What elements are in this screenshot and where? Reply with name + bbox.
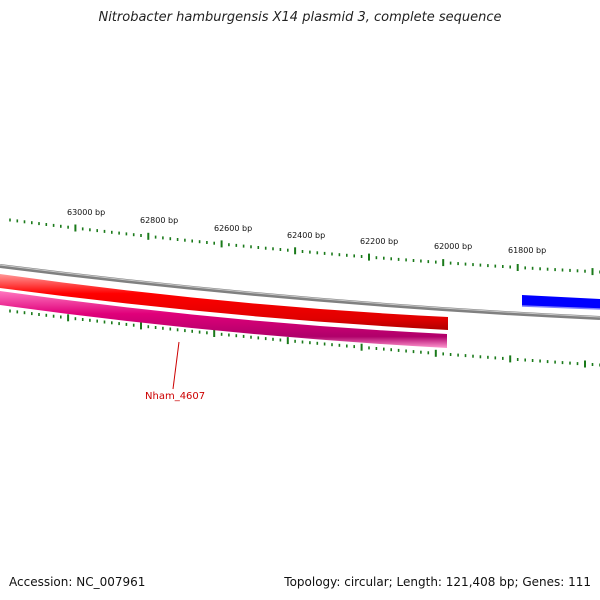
- tick-label-62800: 62800 bp: [140, 216, 178, 225]
- sequence-backbone-highlight: [0, 264, 600, 318]
- outer-tick-marks: [9, 218, 600, 276]
- tick-label-63000: 63000 bp: [67, 208, 105, 217]
- map-title: Nitrobacter hamburgensis X14 plasmid 3, …: [98, 10, 502, 25]
- tick-label-62600: 62600 bp: [214, 224, 252, 233]
- sequence-backbone: [0, 264, 600, 320]
- tick-label-62200: 62200 bp: [360, 237, 398, 246]
- cds-feature-nham-4607[interactable]: [0, 291, 447, 348]
- gene-label-leader: [172, 341, 180, 390]
- summary-text: Topology: circular; Length: 121,408 bp; …: [284, 575, 591, 589]
- gene-feature-blue[interactable]: [522, 295, 600, 309]
- tick-labels: 63000 bp 62800 bp 62600 bp 62400 bp 6220…: [67, 208, 546, 255]
- gene-feature-blue-edge: [521, 305, 600, 310]
- accession-text: Accession: NC_007961: [9, 575, 146, 589]
- gene-feature-nham-4607[interactable]: [0, 274, 448, 330]
- gene-label[interactable]: Nham_4607: [145, 391, 205, 402]
- tick-label-61800: 61800 bp: [508, 246, 546, 255]
- tick-label-62000: 62000 bp: [434, 242, 472, 251]
- inner-tick-marks: [9, 309, 600, 368]
- tick-label-62400: 62400 bp: [287, 231, 325, 240]
